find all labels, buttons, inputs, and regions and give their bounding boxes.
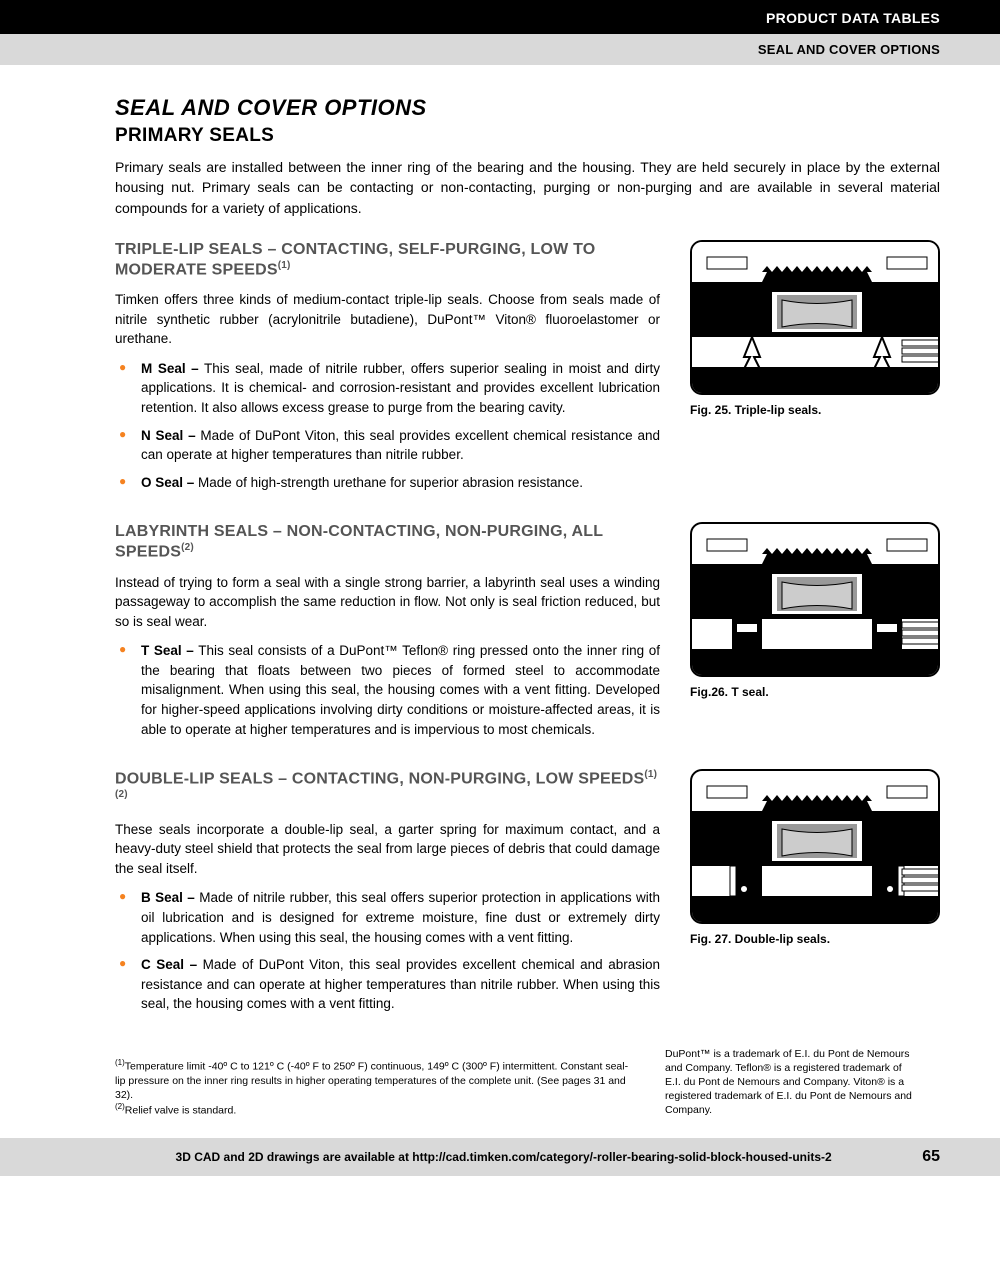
page-footer: 3D CAD and 2D drawings are available at … — [0, 1138, 1000, 1176]
labyrinth-body: Instead of trying to form a seal with a … — [115, 573, 660, 632]
fig-26 — [690, 522, 940, 677]
double-body: These seals incorporate a double-lip sea… — [115, 820, 660, 879]
list-item: B Seal – Made of nitrile rubber, this se… — [133, 888, 660, 947]
footnotes: (1)Temperature limit -40º C to 121º C (-… — [115, 1058, 635, 1118]
fig-27-caption: Fig. 27. Double-lip seals. — [690, 932, 940, 946]
labyrinth-section: LABYRINTH SEALS – NON-CONTACTING, NON-PU… — [115, 522, 940, 747]
triple-body: Timken offers three kinds of medium-cont… — [115, 290, 660, 349]
triple-lip-section: TRIPLE-LIP SEALS – CONTACTING, SELF-PURG… — [115, 240, 940, 500]
page-title: SEAL AND COVER OPTIONS — [115, 95, 940, 121]
list-item: N Seal – Made of DuPont Viton, this seal… — [133, 426, 660, 465]
list-item: M Seal – This seal, made of nitrile rubb… — [133, 359, 660, 418]
fig-27 — [690, 769, 940, 924]
triple-heading: TRIPLE-LIP SEALS – CONTACTING, SELF-PURG… — [115, 240, 660, 280]
page-number: 65 — [922, 1148, 940, 1166]
double-lip-section: DOUBLE-LIP SEALS – CONTACTING, NON-PURGI… — [115, 769, 940, 1022]
footer-text: 3D CAD and 2D drawings are available at … — [115, 1150, 892, 1164]
double-heading: DOUBLE-LIP SEALS – CONTACTING, NON-PURGI… — [115, 769, 660, 810]
intro-paragraph: Primary seals are installed between the … — [115, 157, 940, 218]
list-item: C Seal – Made of DuPont Viton, this seal… — [133, 955, 660, 1014]
double-list: B Seal – Made of nitrile rubber, this se… — [115, 888, 660, 1013]
triple-list: M Seal – This seal, made of nitrile rubb… — [115, 359, 660, 492]
fig-26-caption: Fig.26. T seal. — [690, 685, 940, 699]
page-content: SEAL AND COVER OPTIONS PRIMARY SEALS Pri… — [0, 65, 1000, 1138]
list-item: T Seal – This seal consists of a DuPont™… — [133, 641, 660, 739]
list-item: O Seal – Made of high-strength urethane … — [133, 473, 660, 493]
fig-25-caption: Fig. 25. Triple-lip seals. — [690, 403, 940, 417]
trademark-notice: DuPont™ is a trademark of E.I. du Pont d… — [665, 1047, 915, 1118]
labyrinth-heading: LABYRINTH SEALS – NON-CONTACTING, NON-PU… — [115, 522, 660, 562]
fig-25 — [690, 240, 940, 395]
header-section: SEAL AND COVER OPTIONS — [0, 34, 1000, 65]
header-category: PRODUCT DATA TABLES — [0, 0, 1000, 34]
footer-row: (1)Temperature limit -40º C to 121º C (-… — [115, 1044, 940, 1118]
page-subtitle: PRIMARY SEALS — [115, 125, 940, 147]
labyrinth-list: T Seal – This seal consists of a DuPont™… — [115, 641, 660, 739]
